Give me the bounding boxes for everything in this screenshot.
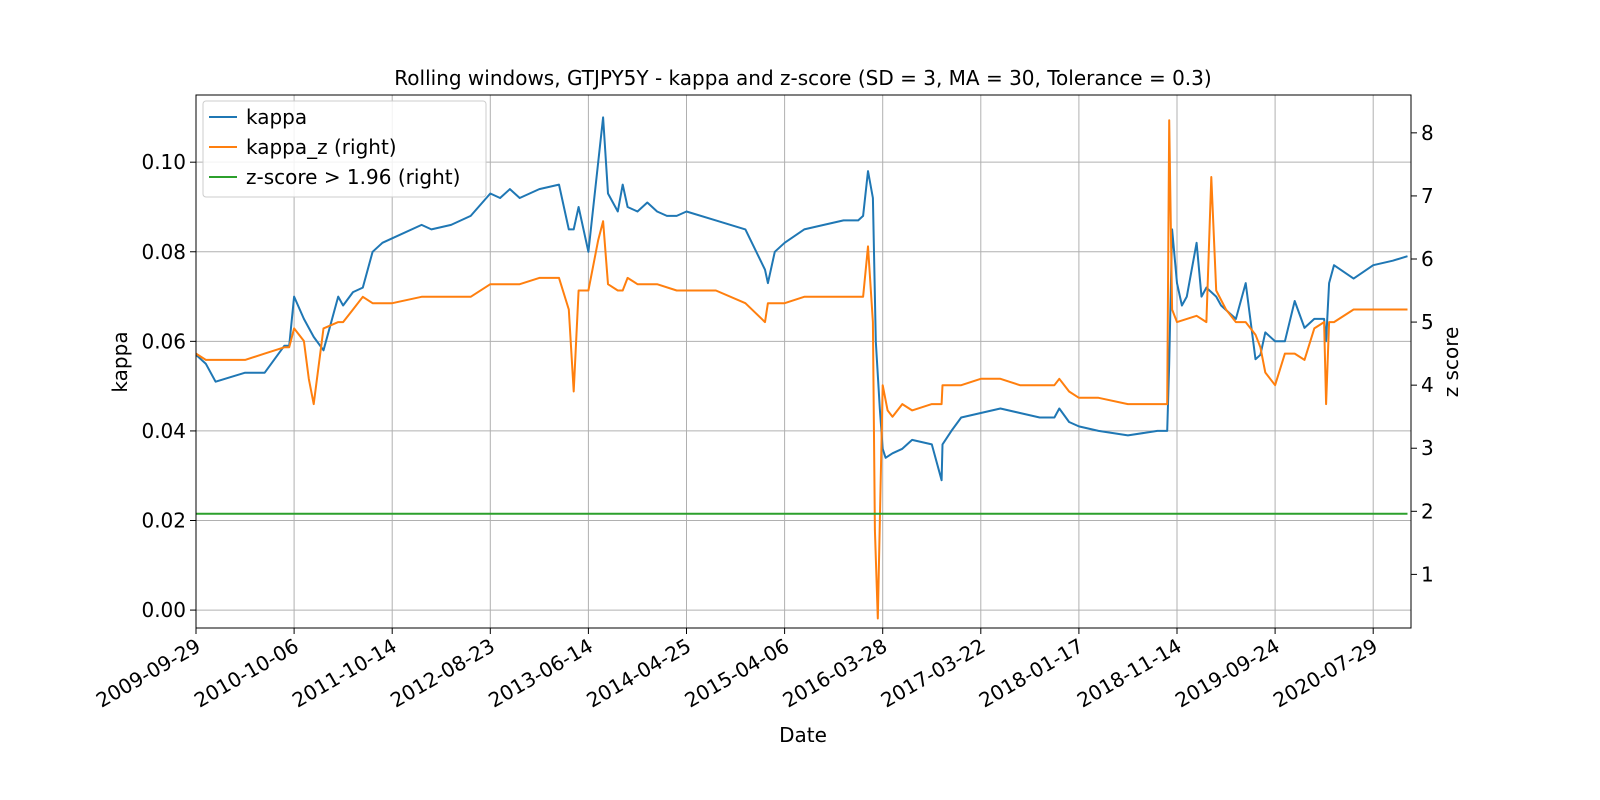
legend-label: kappa (246, 105, 307, 129)
plot-frame (195, 94, 1412, 629)
y2-tick-label: 3 (1421, 436, 1434, 460)
y2-tick-label: 4 (1421, 373, 1434, 397)
y-tick-label: 0.06 (141, 329, 186, 353)
x-axis: 2009-09-292010-10-062011-10-142012-08-23… (92, 628, 1382, 712)
y-tick-label: 0.04 (141, 419, 186, 443)
x-tick-label: 2017-03-22 (877, 634, 990, 713)
y-axis-label: kappa (108, 331, 132, 392)
y-tick-label: 0.02 (141, 509, 186, 533)
x-tick-label: 2019-09-24 (1171, 634, 1284, 713)
x-tick-label: 2020-07-29 (1269, 634, 1382, 713)
x-tick-label: 2010-10-06 (190, 634, 303, 713)
x-tick-label: 2009-09-29 (92, 634, 205, 713)
x-tick-label: 2015-04-06 (680, 634, 793, 713)
chart-title: Rolling windows, GTJPY5Y - kappa and z-s… (394, 66, 1211, 90)
y2-tick-label: 6 (1421, 247, 1434, 271)
y2-axis-label: z score (1439, 327, 1463, 398)
y-tick-label: 0.10 (141, 150, 186, 174)
y2-tick-label: 5 (1421, 310, 1434, 334)
x-tick-label: 2011-10-14 (288, 634, 401, 713)
y-tick-label: 0.00 (141, 598, 186, 622)
y-axis-right: 1 2 3 4 5 6 7 8 (1411, 121, 1434, 586)
x-tick-label: 2016-03-28 (779, 634, 892, 713)
legend-label: z-score > 1.96 (right) (246, 165, 460, 189)
x-tick-label: 2018-11-14 (1073, 634, 1186, 713)
y2-tick-label: 7 (1421, 184, 1434, 208)
y2-tick-label: 8 (1421, 121, 1434, 145)
series-line-2 (195, 119, 1408, 620)
x-tick-label: 2018-01-17 (975, 634, 1088, 713)
x-tick-label: 2012-08-23 (386, 634, 499, 713)
series-lines (195, 116, 1408, 620)
legend-label: kappa_z (right) (246, 135, 397, 159)
x-tick-label: 2014-04-25 (582, 634, 695, 713)
x-axis-label: Date (779, 723, 827, 747)
legend-box (202, 100, 487, 198)
legend: kappa kappa_z (right) z-score > 1.96 (righ… (202, 100, 487, 198)
y-axis-left: 0.00 0.02 0.04 0.06 0.08 0.10 (141, 150, 196, 622)
series-line-1 (195, 116, 1408, 482)
x-tick-label: 2013-06-14 (484, 634, 597, 713)
y-tick-label: 0.08 (141, 240, 186, 264)
y2-tick-label: 1 (1421, 562, 1434, 586)
y2-tick-label: 2 (1421, 499, 1434, 523)
